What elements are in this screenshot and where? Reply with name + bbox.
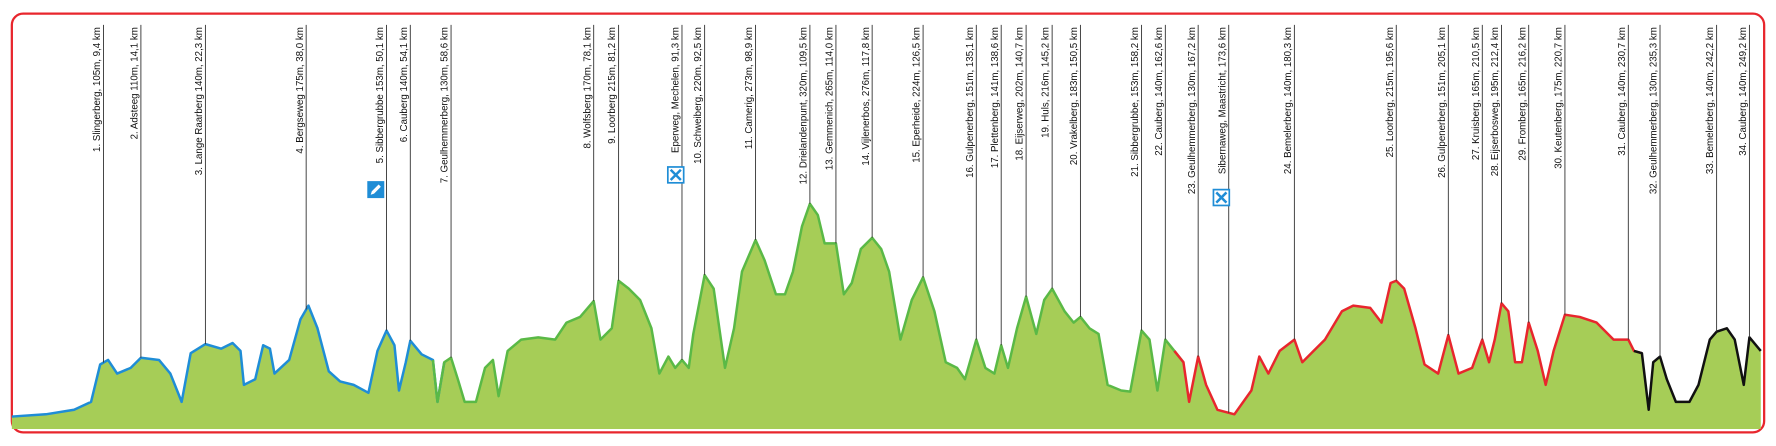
climb-label: 26. Gulpenerberg, 151m, 205,1 km xyxy=(1437,27,1448,178)
climb-label: 19. Huls, 216m, 145,2 km xyxy=(1041,27,1052,138)
climb-label: 23. Geulhemmerberg, 130m, 167,2 km xyxy=(1187,27,1198,194)
climb-label: 2. Adsteeg 110m, 14,1 km xyxy=(129,27,140,139)
climb-label: 5. Sibbergrubbe 153m, 50,1 km xyxy=(375,27,386,163)
climb-label: 11. Camerig, 273m, 98,9 km xyxy=(744,27,755,149)
cobble-icon xyxy=(666,166,685,184)
climb-label: 33. Bemelerberg, 140m, 242,2 km xyxy=(1705,27,1716,174)
profile-area xyxy=(11,203,1761,430)
climb-label: 21. Sibbergrubbe, 153m, 158,2 km xyxy=(1130,27,1141,177)
climb-label: 24. Bemelerberg, 140m, 180,3 km xyxy=(1283,27,1294,174)
climb-label: 25. Loorberg, 215m, 195,6 km xyxy=(1385,27,1396,157)
cobble-icon xyxy=(1212,188,1231,207)
climb-label: 16. Gulpenerberg, 151m, 135,1 km xyxy=(965,27,976,178)
icon-glyph xyxy=(1215,191,1228,204)
climb-label: Sibernaweg, Maastricht, 173,6 km xyxy=(1217,27,1228,174)
climb-label: 34. Cauberg, 140m, 249,2 km xyxy=(1738,27,1749,156)
feed-icon xyxy=(367,181,385,199)
climb-label: 18. Eijserweg, 202m, 140,7 km xyxy=(1015,27,1026,160)
profile-line xyxy=(11,304,446,418)
frame xyxy=(10,12,1766,434)
climb-label: 13. Gemmenich, 265m, 114,0 km xyxy=(825,27,836,170)
climb-label: 17. Plettenberg, 141m, 138,6 km xyxy=(990,27,1001,168)
climb-label: 28. Eijserbosweg, 195m, 212,4 km xyxy=(1490,27,1501,176)
climb-label: Eperweg, Mechelen, 91,3 km xyxy=(671,27,682,153)
climb-label: 12. Drielandenpunt, 320m, 109,5 km xyxy=(798,27,809,184)
climb-label: 22. Cauberg, 140m, 162,6 km xyxy=(1154,27,1165,156)
icon-glyph xyxy=(370,184,381,195)
climb-label: 9. Loorberg 215m, 81,2 km xyxy=(607,27,618,144)
profile-line xyxy=(1173,279,1643,416)
profile-line xyxy=(1633,327,1762,412)
climb-label: 3. Lange Raarberg 140m, 22,3 km xyxy=(194,27,205,175)
climb-label: 29. Fromberg, 165m, 216,2 km xyxy=(1517,27,1528,160)
climb-label: 4. Bergseweg 175m, 38,0 km xyxy=(295,27,306,153)
climb-label: 15. Eperheide, 224m, 126,5 km xyxy=(912,27,923,163)
climb-label: 10. Schweiberg, 220m, 92,5 km xyxy=(693,27,704,164)
climb-label: 30. Keutenberg, 175m, 220,7 km xyxy=(1554,27,1565,169)
climb-label: 27. Kruisberg, 165m, 210,5 km xyxy=(1471,27,1482,160)
climb-label: 6. Cauberg 140m, 54,1 km xyxy=(399,27,410,142)
climb-label: 32. Geulhemmerberg, 130m, 235,3 km xyxy=(1649,27,1660,194)
climb-label: 7. Geulhemmerberg, 130m, 58,6 km xyxy=(440,27,451,183)
climb-label: 8. Wolfsberg 170m, 78,1 km xyxy=(582,27,593,148)
climb-label: 31. Cauberg, 140m, 230,7 km xyxy=(1617,27,1628,156)
climb-label: 20. Vrakelberg, 183m, 150,5 km xyxy=(1069,27,1080,165)
climb-label: 14. Vijlenerbos, 276m, 117,8 km xyxy=(861,27,872,165)
climb-label: 1. Slingerberg, 105m, 9,4 km xyxy=(92,27,103,152)
icon-glyph xyxy=(669,168,682,181)
